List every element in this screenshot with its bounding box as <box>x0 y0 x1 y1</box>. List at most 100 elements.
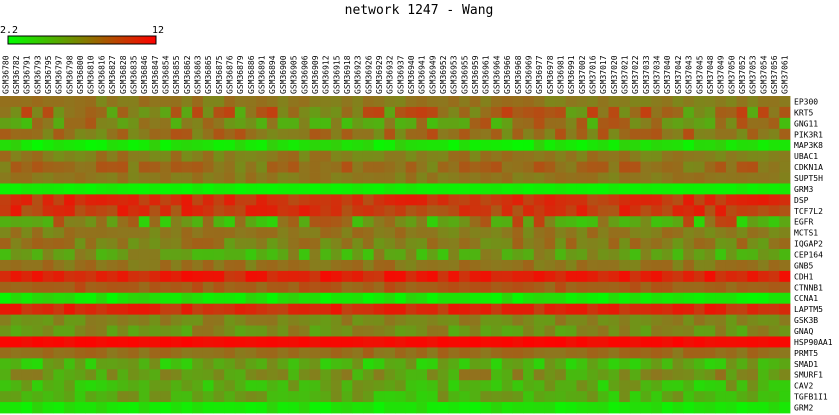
heatmap-cell <box>501 172 513 184</box>
heatmap-cell <box>384 249 396 261</box>
heatmap-cell <box>128 96 140 108</box>
heatmap-cell <box>170 96 182 108</box>
heatmap-cell <box>715 347 727 359</box>
heatmap-cell <box>384 227 396 239</box>
heatmap-cell <box>74 259 86 272</box>
heatmap-cell <box>693 216 705 228</box>
heatmap-cell <box>725 358 738 370</box>
column-label: GSM36978 <box>546 55 555 94</box>
heatmap-cell <box>117 325 129 337</box>
heatmap-cell <box>587 205 599 217</box>
heatmap-cell <box>629 347 641 359</box>
heatmap-cell <box>106 358 118 370</box>
row-label: SMAD1 <box>794 360 818 369</box>
heatmap-cell <box>747 128 759 141</box>
heatmap-cell <box>64 281 76 294</box>
heatmap-cell <box>491 227 503 239</box>
heatmap-cell <box>309 325 321 337</box>
heatmap-cell <box>53 303 65 316</box>
heatmap-cell <box>234 194 246 206</box>
heatmap-cell <box>416 325 428 337</box>
heatmap-cell <box>298 336 310 348</box>
heatmap-cell <box>619 139 631 152</box>
heatmap-cell <box>85 292 97 305</box>
heatmap-cell <box>10 227 22 239</box>
heatmap-cell <box>245 96 257 108</box>
heatmap-cell <box>555 259 567 272</box>
heatmap-cell <box>352 369 364 381</box>
heatmap-cell <box>298 358 310 370</box>
heatmap-cell <box>757 292 770 305</box>
heatmap-cell <box>416 172 428 184</box>
heatmap-cell <box>629 194 641 206</box>
heatmap-cell <box>747 380 759 392</box>
heatmap-cell <box>64 270 76 283</box>
heatmap-cell <box>32 347 44 359</box>
heatmap-cell <box>341 270 353 283</box>
heatmap-cell <box>32 238 44 250</box>
heatmap-cell <box>427 249 439 261</box>
heatmap-cell <box>128 172 140 184</box>
heatmap-cell <box>736 292 748 305</box>
heatmap-cell <box>21 292 33 305</box>
heatmap-cell <box>640 281 652 294</box>
heatmap-cell <box>373 402 385 414</box>
heatmap-cell <box>427 292 439 305</box>
heatmap-cell <box>587 227 599 239</box>
heatmap-cell <box>416 194 428 206</box>
heatmap-cell <box>576 128 588 141</box>
heatmap-cell <box>352 303 364 316</box>
heatmap-cell <box>245 380 257 392</box>
heatmap-cell <box>181 183 193 195</box>
heatmap-cell <box>661 238 673 250</box>
heatmap-cell <box>565 281 577 294</box>
heatmap-cell <box>245 216 257 228</box>
heatmap-cell <box>427 128 439 141</box>
heatmap-cell <box>661 391 673 403</box>
heatmap-cell <box>373 314 385 326</box>
heatmap-cell <box>427 358 439 370</box>
heatmap-cell <box>256 238 268 250</box>
heatmap-cell <box>0 314 12 326</box>
heatmap-cell <box>352 249 364 261</box>
column-label: GSM37034 <box>653 55 662 94</box>
heatmap-cell <box>544 347 556 359</box>
heatmap-cell <box>298 106 310 119</box>
heatmap-cell <box>266 139 278 152</box>
heatmap-cell <box>480 249 492 261</box>
heatmap-cell <box>629 281 641 294</box>
heatmap-cell <box>512 391 524 403</box>
heatmap-cell <box>576 358 588 370</box>
heatmap-cell <box>672 161 684 173</box>
heatmap-cell <box>395 183 407 195</box>
heatmap-cell <box>384 358 396 370</box>
heatmap-cell <box>512 205 524 217</box>
heatmap-cell <box>330 96 343 108</box>
heatmap-cell <box>352 106 364 119</box>
heatmap-cell <box>352 281 364 294</box>
heatmap-cell <box>138 128 150 141</box>
heatmap-cell <box>715 106 727 119</box>
column-label: GSM36827 <box>108 55 117 94</box>
heatmap-cell <box>224 139 236 152</box>
heatmap-cell <box>672 314 684 326</box>
heatmap-cell <box>427 391 439 403</box>
heatmap-cell <box>256 96 268 108</box>
heatmap-cell <box>234 227 246 239</box>
heatmap-cell <box>42 259 54 272</box>
heatmap-cell <box>266 314 278 326</box>
heatmap-cell <box>629 150 641 162</box>
heatmap-cell <box>555 161 567 173</box>
heatmap-cell <box>192 183 204 195</box>
heatmap-cell <box>10 314 22 326</box>
heatmap-cell <box>768 227 780 239</box>
heatmap-cell <box>640 205 652 217</box>
heatmap-cell <box>288 96 300 108</box>
heatmap-cell <box>181 139 193 152</box>
heatmap-cell <box>170 270 182 283</box>
heatmap-cell <box>683 380 695 392</box>
heatmap-cell <box>192 259 204 272</box>
heatmap-cell <box>597 402 609 414</box>
heatmap-cell <box>501 227 513 239</box>
